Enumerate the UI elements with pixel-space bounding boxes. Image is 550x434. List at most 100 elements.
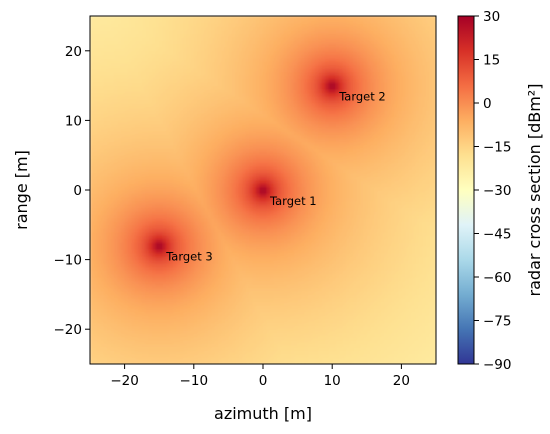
heatmap-cell xyxy=(148,329,153,334)
heatmap-cell xyxy=(176,221,181,226)
heatmap-cell xyxy=(152,318,157,323)
heatmap-cell xyxy=(415,280,420,285)
heatmap-cell xyxy=(245,217,250,222)
heatmap-cell xyxy=(352,290,358,295)
heatmap-cell xyxy=(432,245,436,250)
heatmap-cell xyxy=(283,308,288,313)
heatmap-cell xyxy=(211,266,216,271)
heatmap-cell xyxy=(245,190,250,195)
heatmap-cell xyxy=(429,207,434,212)
heatmap-cell xyxy=(141,273,146,278)
heatmap-cell xyxy=(425,304,430,309)
heatmap-cell xyxy=(193,350,198,355)
heatmap-cell xyxy=(214,283,219,289)
heatmap-cell xyxy=(211,308,216,313)
heatmap-cell xyxy=(166,304,171,309)
heatmap-cell xyxy=(90,308,95,313)
heatmap-cell xyxy=(397,315,402,320)
heatmap-cell xyxy=(214,311,219,316)
heatmap-cell xyxy=(96,290,101,295)
heatmap-cell xyxy=(152,311,157,316)
heatmap-cell xyxy=(141,336,146,341)
heatmap-cell xyxy=(304,242,309,247)
heatmap-cell xyxy=(283,210,288,215)
heatmap-cell xyxy=(356,252,361,257)
heatmap-cell xyxy=(245,360,250,364)
heatmap-cell xyxy=(318,277,323,282)
heatmap-cell xyxy=(269,266,274,271)
heatmap-cell xyxy=(124,196,129,202)
heatmap-cell xyxy=(114,259,119,264)
heatmap-cell xyxy=(214,336,219,341)
heatmap-cell xyxy=(283,332,288,337)
heatmap-cell xyxy=(359,217,364,222)
heatmap-cell xyxy=(318,336,323,341)
heatmap-cell xyxy=(221,283,226,289)
heatmap-cell xyxy=(231,252,236,257)
heatmap-cell xyxy=(207,270,212,275)
heatmap-cell xyxy=(134,343,140,348)
heatmap-cell xyxy=(415,196,420,202)
heatmap-cell xyxy=(252,301,257,306)
heatmap-cell xyxy=(235,266,240,271)
heatmap-cell xyxy=(311,322,316,327)
heatmap-cell xyxy=(179,301,185,306)
heatmap-cell xyxy=(252,287,257,292)
heatmap-cell xyxy=(235,332,240,337)
heatmap-cell xyxy=(204,297,209,302)
heatmap-cell xyxy=(231,315,236,320)
heatmap-cell xyxy=(138,242,143,247)
heatmap-cell xyxy=(96,357,101,362)
heatmap-cell xyxy=(297,263,302,268)
heatmap-cell xyxy=(200,259,205,264)
heatmap-cell xyxy=(96,238,101,243)
heatmap-cell xyxy=(307,193,313,198)
heatmap-cell xyxy=(214,214,219,219)
heatmap-cell xyxy=(259,273,264,278)
heatmap-cell xyxy=(356,273,361,278)
heatmap-cell xyxy=(259,339,264,344)
heatmap-cell xyxy=(134,245,140,250)
heatmap-cell xyxy=(408,346,413,351)
heatmap-cell xyxy=(425,322,430,327)
heatmap-cell xyxy=(342,221,347,226)
heatmap-cell xyxy=(377,228,382,233)
heatmap-cell xyxy=(266,360,271,364)
heatmap-cell xyxy=(328,339,333,344)
heatmap-cell xyxy=(162,301,167,306)
heatmap-cell xyxy=(335,207,340,212)
heatmap-cell xyxy=(221,360,226,364)
heatmap-cell xyxy=(429,221,434,226)
heatmap-cell xyxy=(173,196,178,202)
heatmap-cell xyxy=(110,200,115,205)
heatmap-cell xyxy=(197,308,202,313)
heatmap-cell xyxy=(397,270,402,275)
heatmap-cell xyxy=(138,249,143,254)
heatmap-cell xyxy=(117,346,122,351)
heatmap-cell xyxy=(218,193,223,198)
heatmap-cell xyxy=(380,315,385,320)
heatmap-cell xyxy=(224,242,229,247)
heatmap-cell xyxy=(411,350,416,355)
heatmap-cell xyxy=(134,252,140,257)
heatmap-cell xyxy=(384,217,389,222)
heatmap-cell xyxy=(332,350,337,355)
heatmap-cell xyxy=(128,287,133,292)
heatmap-cell xyxy=(380,214,385,219)
heatmap-cell xyxy=(394,231,399,236)
heatmap-cell xyxy=(432,263,436,268)
heatmap-cell xyxy=(356,196,361,202)
heatmap-cell xyxy=(117,245,122,250)
heatmap-cell xyxy=(134,214,140,219)
heatmap-cell xyxy=(179,280,185,285)
heatmap-cell xyxy=(186,304,191,309)
heatmap-cell xyxy=(380,252,385,257)
heatmap-cell xyxy=(134,196,140,202)
heatmap-cell xyxy=(318,263,323,268)
heatmap-cell xyxy=(183,290,188,295)
heatmap-cell xyxy=(235,263,240,268)
heatmap-cell xyxy=(259,210,264,215)
heatmap-cell xyxy=(425,193,430,198)
heatmap-cell xyxy=(110,287,115,292)
heatmap-cell xyxy=(252,277,257,282)
